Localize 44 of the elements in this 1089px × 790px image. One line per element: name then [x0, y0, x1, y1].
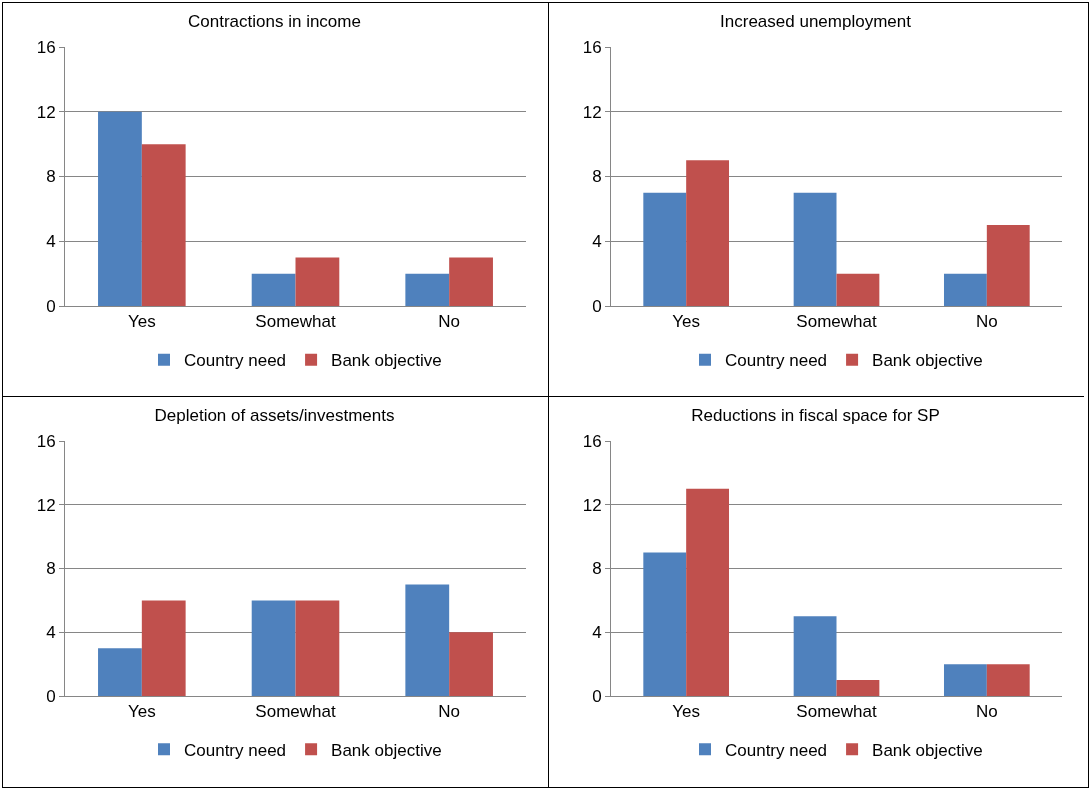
chart-title: Depletion of assets/investments — [154, 405, 395, 425]
x-tick-label: Somewhat — [255, 312, 336, 332]
x-tick-label: Yes — [127, 702, 156, 722]
x-tick-label: No — [975, 702, 998, 722]
y-tick-label: 12 — [582, 495, 602, 515]
x-tick-label: Yes — [127, 312, 156, 332]
y-tick-label: 4 — [592, 232, 602, 252]
y-tick-label: 4 — [46, 623, 56, 643]
legend-label: Country need — [725, 740, 828, 760]
legend-label: Country need — [184, 351, 287, 371]
y-tick-label: 4 — [46, 232, 56, 252]
y-tick-label: 8 — [46, 559, 56, 579]
chart-title: Contractions in income — [188, 11, 361, 31]
y-tick-label: 16 — [582, 37, 602, 57]
x-tick-label: Yes — [672, 312, 701, 332]
x-tick-label: No — [438, 702, 461, 722]
x-tick-label: Somewhat — [796, 702, 877, 722]
y-tick-label: 16 — [582, 431, 602, 451]
y-tick-label: 0 — [592, 686, 602, 706]
chart-title: Reductions in fiscal space for SP — [691, 405, 940, 425]
x-tick-label: Yes — [672, 702, 701, 722]
legend-label: Bank objective — [872, 740, 983, 760]
chart-title: Increased unemployment — [720, 11, 912, 31]
legend-label: Bank objective — [331, 351, 442, 371]
x-tick-label: No — [975, 312, 998, 332]
y-tick-label: 16 — [36, 37, 56, 57]
x-tick-label: Somewhat — [255, 702, 336, 722]
y-tick-label: 16 — [36, 431, 56, 451]
y-tick-label: 12 — [582, 102, 602, 122]
y-tick-label: 8 — [592, 559, 602, 579]
y-tick-label: 12 — [36, 495, 56, 515]
y-tick-label: 0 — [46, 686, 56, 706]
y-tick-label: 0 — [592, 296, 602, 316]
y-tick-label: 0 — [46, 296, 56, 316]
legend-label: Country need — [725, 351, 828, 371]
y-tick-label: 8 — [46, 167, 56, 187]
legend-label: Bank objective — [872, 351, 983, 371]
x-tick-label: No — [438, 312, 461, 332]
y-tick-label: 8 — [592, 167, 602, 187]
legend-label: Country need — [184, 740, 287, 760]
y-tick-label: 12 — [36, 102, 56, 122]
y-tick-label: 4 — [592, 623, 602, 643]
legend-label: Bank objective — [331, 740, 442, 760]
x-tick-label: Somewhat — [796, 312, 877, 332]
